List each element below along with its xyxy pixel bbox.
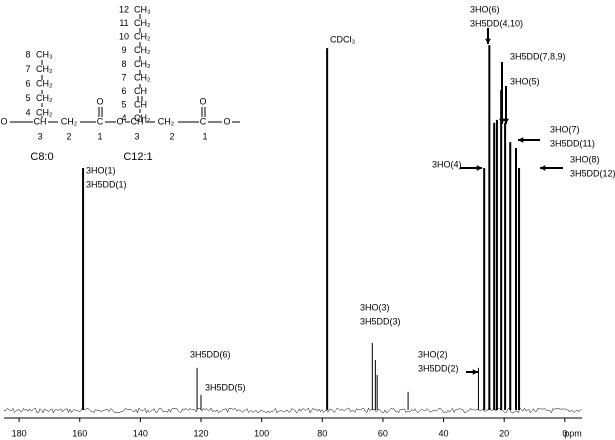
chain-group: CH₂: [134, 18, 151, 28]
carbon-number: 12: [119, 4, 129, 14]
x-axis-label: ppm: [564, 428, 582, 438]
annotation: 3H5DD(12): [570, 168, 615, 178]
chain-group: CH₂: [134, 59, 151, 69]
annotation: 3H5DD(7,8,9): [510, 51, 566, 61]
annotation: 3HO(6): [470, 4, 500, 14]
annotation: 3HO(8): [570, 154, 600, 164]
chain-group: CH₃: [36, 49, 53, 59]
carbon-number: 7: [121, 72, 126, 82]
chain-group: CH: [134, 100, 147, 110]
carbon-number: 4: [25, 107, 30, 117]
annotation: 3HO(5): [510, 76, 540, 86]
structure-name: C12:1: [123, 151, 152, 163]
position-number: 3: [134, 131, 139, 141]
x-tick-label: 0: [562, 428, 567, 438]
chain-group: CH₂: [36, 78, 53, 88]
carbon-number: 11: [119, 18, 128, 28]
annotation: 3H5DD(1): [86, 179, 127, 189]
annotation: 3HO(1): [86, 165, 116, 175]
chain-group: CH₂: [134, 72, 151, 82]
x-tick-label: 100: [254, 428, 269, 438]
annotation: 3HO(2): [418, 349, 448, 359]
backbone-atom: CH₂: [61, 116, 78, 126]
x-tick-label: 140: [133, 428, 148, 438]
position-number: 1: [97, 131, 102, 141]
chain-group: CH₃: [134, 4, 151, 14]
chain-group: CH₂: [134, 113, 151, 123]
carbonyl-oxygen: O: [199, 96, 206, 106]
carbon-number: 4: [121, 113, 126, 123]
structure-bonds: [10, 14, 240, 123]
x-tick-label: 20: [499, 428, 509, 438]
x-tick-label: 80: [317, 428, 327, 438]
chain-group: CH₂: [134, 45, 151, 55]
backbone-atom: CH: [131, 116, 144, 126]
backbone-atom: C: [200, 116, 207, 126]
position-number: 3: [37, 131, 42, 141]
x-tick-label: 180: [12, 428, 27, 438]
arrow-head: [540, 165, 546, 171]
arrow-head: [503, 118, 509, 124]
baseline-noise: [3, 407, 582, 414]
structure-name: C8:0: [30, 151, 53, 163]
x-tick-label: 120: [193, 428, 208, 438]
chain-group: CH₂: [134, 32, 151, 42]
annotation: 3H5DD(6): [190, 349, 231, 359]
backbone-atom: O: [0, 116, 7, 126]
annotation: 3H5DD(3): [360, 316, 401, 326]
arrow-head: [518, 137, 524, 143]
chain-group: CH: [134, 86, 147, 96]
position-number: 1: [202, 131, 207, 141]
backbone-atom: O: [223, 116, 230, 126]
carbon-number: 10: [119, 32, 129, 42]
arrow-head: [499, 118, 505, 124]
position-number: 2: [169, 131, 174, 141]
annotation: 3H5DD(4,10): [470, 18, 523, 28]
carbon-number: 6: [121, 86, 126, 96]
chain-group: CH₂: [36, 64, 53, 74]
annotation: 3H5DD(2): [418, 363, 459, 373]
annotation: 3HO(4): [432, 159, 462, 169]
chain-group: CH₂: [36, 107, 53, 117]
backbone-atom: O: [116, 116, 123, 126]
carbon-number: 6: [25, 78, 30, 88]
backbone-atom: CH₂: [158, 116, 175, 126]
arrow-head: [472, 369, 478, 375]
carbon-number: 8: [121, 59, 126, 69]
carbon-number: 8: [25, 49, 30, 59]
position-number: 2: [66, 131, 71, 141]
carbon-number: 5: [121, 100, 126, 110]
x-tick-label: 40: [439, 428, 449, 438]
carbon-number: 5: [25, 93, 30, 103]
carbonyl-oxygen: O: [96, 96, 103, 106]
annotation: 3H5DD(5): [205, 382, 246, 392]
chain-group: CH₂: [36, 93, 53, 103]
backbone-atom: C: [97, 116, 104, 126]
arrow-head: [476, 165, 482, 171]
arrow-head: [485, 38, 491, 44]
x-tick-label: 160: [72, 428, 87, 438]
annotation: 3H5DD(11): [550, 138, 595, 148]
annotation: 3HO(7): [550, 124, 580, 134]
carbon-number: 9: [121, 45, 126, 55]
annotation: 3HO(3): [360, 302, 390, 312]
carbon-number: 7: [25, 64, 30, 74]
backbone-atom: CH: [34, 116, 47, 126]
x-tick-label: 60: [378, 428, 388, 438]
annotation: CDCl₃: [330, 34, 355, 44]
